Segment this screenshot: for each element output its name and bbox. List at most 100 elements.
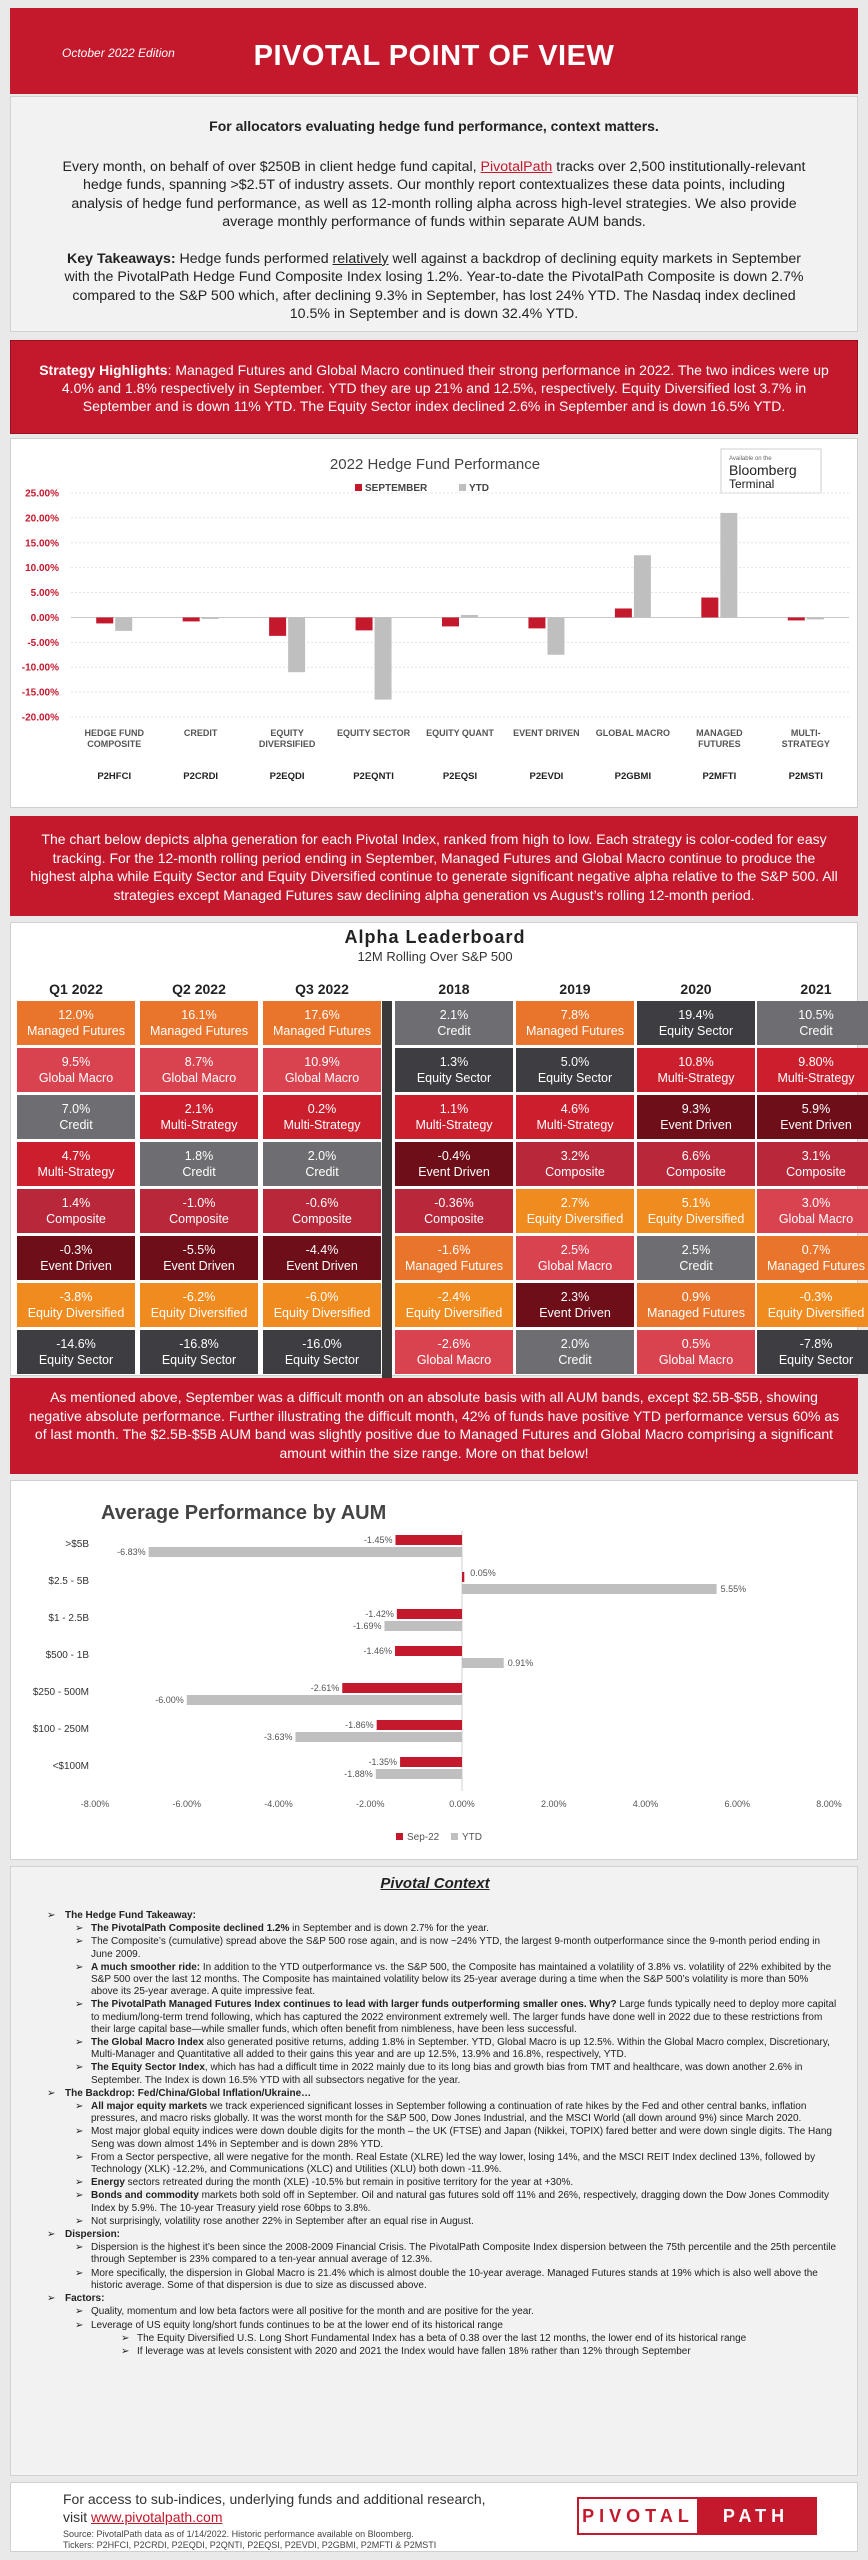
cell-value: 3.0% (801, 1196, 831, 1210)
x-category-label: MULTI-STRATEGY (782, 728, 830, 749)
leaderboard-cell: 1.3% Equity Sector (395, 1048, 513, 1092)
leaderboard-cell: 1.8% Credit (140, 1142, 258, 1186)
leaderboard-cell: 0.7% Managed Futures (757, 1236, 868, 1280)
leaderboard-cell: -3.8% Equity Diversified (17, 1283, 135, 1327)
cell-strategy: Composite (666, 1165, 726, 1179)
cell-value: 2.7% (560, 1196, 590, 1210)
context-bullet-text: The Equity Diversified U.S. Long Short F… (137, 2332, 747, 2344)
context-bullet-text: Not surprisingly, volatility rose anothe… (91, 2215, 474, 2227)
leaderboard-cell: 9.80% Multi-Strategy (757, 1048, 868, 1092)
leaderboard-cell: -2.4% Equity Diversified (395, 1283, 513, 1327)
cell-strategy: Equity Sector (778, 1353, 854, 1367)
context-bullet-text: Factors: (65, 2293, 105, 2305)
context-bullet-text: sectors retreated during the month (XLE)… (124, 2177, 574, 2189)
context-bullet-bold: The PivotalPath Composite declined 1.2% (91, 1923, 290, 1935)
cell-value: 19.4% (678, 1008, 714, 1022)
logo-left: PIVOTAL (582, 2506, 694, 2526)
pivotalpath-link[interactable]: PivotalPath (480, 158, 553, 175)
leaderboard-year: Q3 2022 (295, 981, 349, 997)
cell-strategy: Equity Sector (537, 1071, 613, 1085)
cell-value: 8.7% (184, 1055, 214, 1069)
chart-1-title: 2022 Hedge Fund Performance (330, 456, 540, 473)
bar-ytd (462, 1584, 717, 1594)
leaderboard-year: 2020 (680, 981, 712, 997)
bar-september (96, 617, 114, 624)
context-bullet: Energy sectors retreated during the mont… (47, 2177, 837, 2189)
context-bullet-bold: Bonds and commodity (91, 2190, 199, 2202)
september-description: As mentioned above, September was a diff… (10, 1378, 858, 1474)
cell-strategy: Event Driven (40, 1259, 112, 1273)
context-bullet-text: markets both sold off in September. Oil … (91, 2190, 829, 2214)
bar-sep-22 (395, 1646, 462, 1656)
cell-value: 10.9% (304, 1055, 340, 1069)
context-bullet: The Backdrop: Fed/China/Global Inflation… (47, 2088, 837, 2100)
cell-value: 0.5% (681, 1337, 711, 1351)
x-category-label: EQUITY QUANT (426, 728, 494, 738)
footer-access-text: For access to sub-indices, underlying fu… (63, 2491, 486, 2507)
cell-value: -14.6% (56, 1337, 96, 1351)
cell-strategy: Composite (545, 1165, 605, 1179)
sep-value-label: -2.61% (311, 1683, 340, 1693)
leaderboard-cell: 2.0% Credit (516, 1330, 634, 1374)
x-category-label: EVENT DRIVEN (513, 728, 580, 738)
leaderboard-cell: 10.9% Global Macro (263, 1048, 381, 1092)
aum-band-label: $100 - 250M (33, 1724, 89, 1735)
context-list: The Hedge Fund Takeaway: The PivotalPath … (47, 1909, 837, 2358)
bloomberg-badge-line2: Bloomberg (729, 462, 797, 478)
context-bullet-text: also generated positive returns, adding … (91, 2037, 830, 2061)
cell-value: 4.6% (560, 1102, 590, 1116)
ticker-label: P2EQNTI (353, 771, 394, 782)
cell-value: 5.1% (681, 1196, 711, 1210)
leaderboard-cell: 0.2% Multi-Strategy (263, 1095, 381, 1139)
website-link[interactable]: www.pivotalpath.com (91, 2509, 223, 2525)
leaderboard-cell: 2.3% Event Driven (516, 1283, 634, 1327)
ticker-label: P2MFTI (702, 771, 736, 782)
cell-strategy: Composite (292, 1212, 352, 1226)
leaderboard-cell: 2.7% Equity Diversified (516, 1189, 634, 1233)
leaderboard-cell: 2.0% Credit (263, 1142, 381, 1186)
bar-ytd (186, 1695, 462, 1705)
sep-value-label: 0.05% (470, 1568, 496, 1578)
cell-strategy: Equity Diversified (647, 1212, 745, 1226)
bar-ytd (201, 617, 219, 619)
leaderboard-cell: 0.5% Global Macro (637, 1330, 755, 1374)
context-bullet-text: More specifically, the dispersion in Glo… (91, 2267, 818, 2291)
bar-september (355, 617, 373, 631)
cell-strategy: Credit (799, 1024, 833, 1038)
cell-strategy: Event Driven (780, 1118, 852, 1132)
ticker-label: P2MSTI (789, 771, 823, 782)
bar-september (442, 617, 459, 627)
cell-value: -16.8% (179, 1337, 219, 1351)
y-tick-label: 0.00% (31, 613, 59, 624)
leaderboard-cell: 3.2% Composite (516, 1142, 634, 1186)
ticker-label: P2GBMI (615, 771, 651, 782)
leaderboard-cell: -4.4% Event Driven (263, 1236, 381, 1280)
bar-ytd (720, 512, 738, 618)
cell-strategy: Equity Diversified (767, 1306, 865, 1320)
bar-sep-22 (395, 1535, 462, 1545)
cell-strategy: Global Macro (284, 1071, 360, 1085)
leaderboard-cell: 2.5% Credit (637, 1236, 755, 1280)
cell-strategy: Multi-Strategy (536, 1118, 614, 1132)
cell-value: 5.0% (560, 1055, 590, 1069)
cell-value: 3.2% (560, 1149, 590, 1163)
footer-source: Source: PivotalPath data as of 1/14/2022… (63, 2529, 414, 2539)
cell-value: -1.6% (437, 1243, 471, 1257)
legend-swatch-sep-22 (396, 1833, 403, 1840)
cell-value: 2.5% (560, 1243, 590, 1257)
strategy-text: : Managed Futures and Global Macro conti… (61, 362, 829, 414)
cell-value: 10.5% (798, 1008, 834, 1022)
context-bullet: The Equity Sector Index, which has had a… (47, 2062, 837, 2086)
context-bullet-text: Leverage of US equity long/short funds c… (91, 2319, 503, 2331)
cell-value: -5.5% (182, 1243, 216, 1257)
legend-label-ytd: YTD (462, 1832, 482, 1843)
context-bullet-text: From a Sector perspective, all were nega… (91, 2151, 816, 2176)
leaderboard-cell: 5.0% Equity Sector (516, 1048, 634, 1092)
context-bullet-text: The Backdrop: Fed/China/Global Inflation… (65, 2087, 312, 2099)
leaderboard-cell: 7.0% Credit (17, 1095, 135, 1139)
legend-label-ytd: YTD (469, 483, 489, 494)
bar-september (701, 597, 719, 618)
y-tick-label: -15.00% (22, 688, 59, 699)
cell-strategy: Equity Sector (284, 1353, 360, 1367)
cell-strategy: Managed Futures (647, 1306, 745, 1320)
